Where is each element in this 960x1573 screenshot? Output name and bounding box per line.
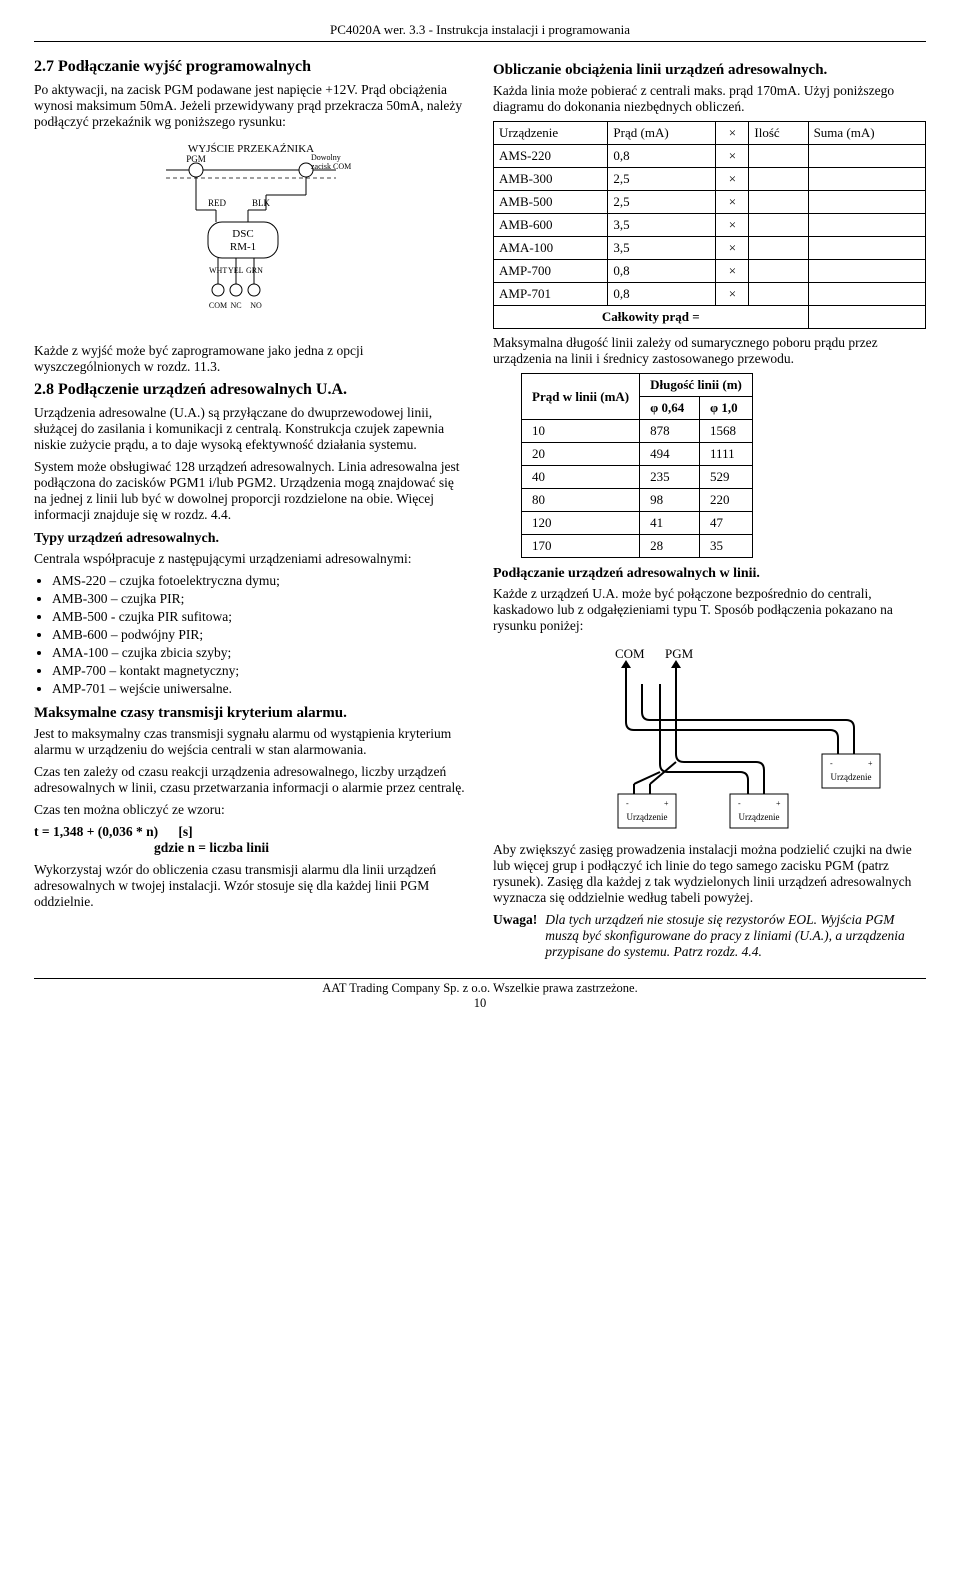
svg-text:COM: COM xyxy=(208,301,226,310)
types-heading: Typy urządzeń adresowalnych. xyxy=(34,531,467,547)
svg-text:WYJŚCIE PRZEKAŹNIKA: WYJŚCIE PRZEKAŹNIKA xyxy=(187,143,313,155)
table-row: AMP-7000,8× xyxy=(494,260,926,283)
table-row: AMB-6003,5× xyxy=(494,214,926,237)
svg-text:NC: NC xyxy=(230,301,241,310)
svg-text:-: - xyxy=(830,759,833,768)
svg-text:BLK: BLK xyxy=(252,198,271,208)
th-diam-2: φ 1,0 xyxy=(700,397,753,420)
svg-text:-: - xyxy=(738,799,741,808)
max-time-p1: Jest to maksymalny czas transmisji sygna… xyxy=(34,726,467,758)
length-intro: Maksymalna długość linii zależy od sumar… xyxy=(493,335,926,367)
length-table: Prąd w linii (mA) Długość linii (m) φ 0,… xyxy=(521,373,753,558)
th-qty: Ilość xyxy=(749,122,808,145)
right-column: Obliczanie obciążenia linii urządzeń adr… xyxy=(493,54,926,960)
max-time-heading: Maksymalne czasy transmisji kryterium al… xyxy=(34,705,467,722)
svg-text:+: + xyxy=(868,759,873,768)
svg-text:RED: RED xyxy=(208,198,227,208)
calc-intro: Czas ten można obliczyć ze wzoru: xyxy=(34,802,467,818)
section-2-8-p1: Urządzenia adresowalne (U.A.) są przyłąc… xyxy=(34,405,467,453)
svg-text:GRN: GRN xyxy=(246,266,263,275)
page-header: PC4020A wer. 3.3 - Instrukcja instalacji… xyxy=(34,22,926,38)
table-row: 1204147 xyxy=(522,512,753,535)
list-item: AMB-300 – czujka PIR; xyxy=(52,591,467,607)
table-row: 8098220 xyxy=(522,489,753,512)
extend-paragraph: Aby zwiększyć zasięg prowadzenia instala… xyxy=(493,842,926,906)
uwaga-label: Uwaga! xyxy=(493,912,537,960)
th-diam-1: φ 0,64 xyxy=(640,397,700,420)
svg-text:Urządzenie: Urządzenie xyxy=(626,812,667,822)
left-column: 2.7 Podłączanie wyjść programowalnych Po… xyxy=(34,54,467,960)
load-calc-table: Urządzenie Prąd (mA) × Ilość Suma (mA) A… xyxy=(493,121,926,329)
list-item: AMP-701 – wejście uniwersalne. xyxy=(52,681,467,697)
relay-diagram: WYJŚCIE PRZEKAŹNIKA PGM Dowolny zacisk C… xyxy=(136,140,366,335)
table-row: AMS-2200,8× xyxy=(494,145,926,168)
load-heading: Obliczanie obciążenia linii urządzeń adr… xyxy=(493,62,926,79)
section-2-8-p2: System może obsługiwać 128 urządzeń adre… xyxy=(34,459,467,523)
svg-text:NO: NO xyxy=(250,301,262,310)
section-2-7-p2: Każde z wyjść może być zaprogramowane ja… xyxy=(34,343,467,375)
section-2-7-title: 2.7 Podłączanie wyjść programowalnych xyxy=(34,58,467,76)
svg-text:COM: COM xyxy=(615,646,645,661)
connect-p1: Każde z urządzeń U.A. może być połączone… xyxy=(493,586,926,634)
section-2-7-p1: Po aktywacji, na zacisk PGM podawane jes… xyxy=(34,82,467,130)
svg-text:DSC: DSC xyxy=(232,228,253,240)
formula-where: gdzie n = liczba linii xyxy=(154,840,467,856)
load-p1: Każda linia może pobierać z centrali mak… xyxy=(493,83,926,115)
th-times: × xyxy=(716,122,749,145)
table-row: AMB-3002,5× xyxy=(494,168,926,191)
svg-text:-: - xyxy=(626,799,629,808)
list-item: AMS-220 – czujka fotoelektryczna dymu; xyxy=(52,573,467,589)
uwaga-text: Dla tych urządzeń nie stosuje się rezyst… xyxy=(545,912,926,960)
bus-diagram: COM PGM - + Urządzenie xyxy=(530,644,890,834)
svg-text:+: + xyxy=(776,799,781,808)
formula-block: t = 1,348 + (0,036 * n) [s] gdzie n = li… xyxy=(34,824,467,856)
list-item: AMA-100 – czujka zbicia szyby; xyxy=(52,645,467,661)
table-row: 40235529 xyxy=(522,466,753,489)
types-list: AMS-220 – czujka fotoelektryczna dymu; A… xyxy=(52,573,467,697)
table-row: AMA-1003,5× xyxy=(494,237,926,260)
list-item: AMB-600 – podwójny PIR; xyxy=(52,627,467,643)
th-device: Urządzenie xyxy=(494,122,608,145)
formula: t = 1,348 + (0,036 * n) xyxy=(34,824,158,839)
th-sum: Suma (mA) xyxy=(808,122,925,145)
footer-page-number: 10 xyxy=(34,996,926,1011)
com-tap-line2: zacisk COM xyxy=(311,162,351,171)
svg-text:Urządzenie: Urządzenie xyxy=(738,812,779,822)
svg-text:Urządzenie: Urządzenie xyxy=(830,772,871,782)
connect-heading: Podłączanie urządzeń adresowalnych w lin… xyxy=(493,566,926,582)
formula-unit: [s] xyxy=(178,824,192,839)
footer-rule xyxy=(34,978,926,979)
footer-company: AAT Trading Company Sp. z o.o. Wszelkie … xyxy=(34,981,926,996)
calc-p2: Wykorzystaj wzór do obliczenia czasu tra… xyxy=(34,862,467,910)
section-2-8-title: 2.8 Podłączenie urządzeń adresowalnych U… xyxy=(34,381,467,399)
table-row: 204941111 xyxy=(522,443,753,466)
svg-text:PGM: PGM xyxy=(186,154,206,164)
table-row: 1702835 xyxy=(522,535,753,558)
svg-text:YEL: YEL xyxy=(228,266,244,275)
svg-text:WHT: WHT xyxy=(209,266,227,275)
svg-text:RM-1: RM-1 xyxy=(229,241,255,253)
th-length-top: Długość linii (m) xyxy=(640,374,753,397)
header-rule xyxy=(34,41,926,42)
table-row: 108781568 xyxy=(522,420,753,443)
th-current-line: Prąd w linii (mA) xyxy=(522,374,640,420)
table-row: AMB-5002,5× xyxy=(494,191,926,214)
table-row: AMP-7010,8× xyxy=(494,283,926,306)
table-total-row: Całkowity prąd = xyxy=(494,306,926,329)
list-item: AMP-700 – kontakt magnetyczny; xyxy=(52,663,467,679)
max-time-p2: Czas ten zależy od czasu reakcji urządze… xyxy=(34,764,467,796)
uwaga-block: Uwaga! Dla tych urządzeń nie stosuje się… xyxy=(493,912,926,960)
th-current: Prąd (mA) xyxy=(608,122,716,145)
list-item: AMB-500 - czujka PIR sufitowa; xyxy=(52,609,467,625)
svg-text:+: + xyxy=(664,799,669,808)
types-intro: Centrala współpracuje z następującymi ur… xyxy=(34,551,467,567)
svg-text:PGM: PGM xyxy=(665,646,694,661)
com-tap-line1: Dowolny xyxy=(311,153,341,162)
